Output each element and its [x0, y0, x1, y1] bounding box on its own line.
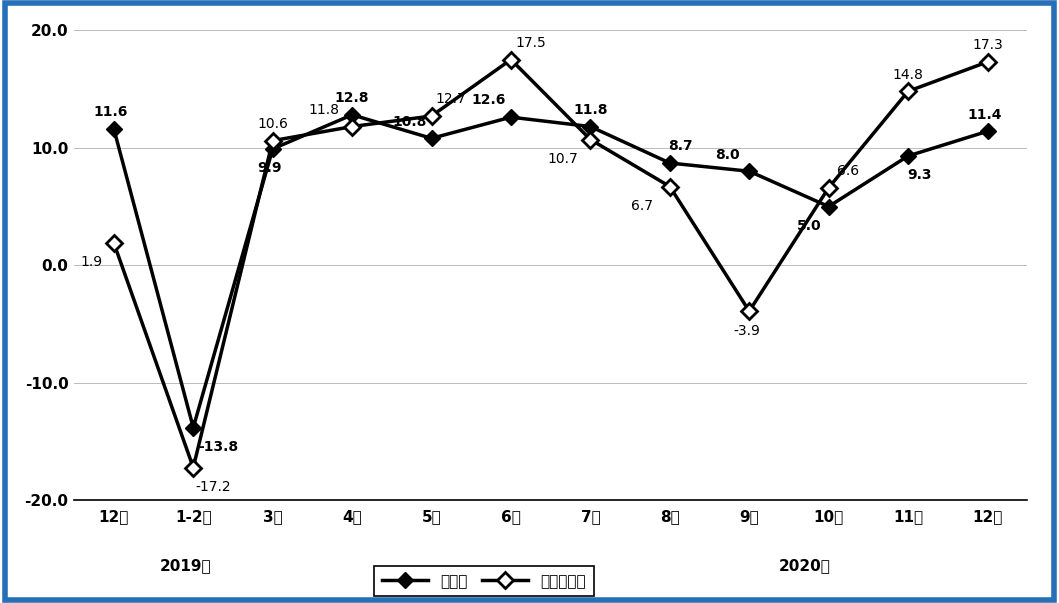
Text: 6.7: 6.7 [631, 199, 653, 213]
Text: 12.7: 12.7 [435, 92, 466, 106]
Text: 11.4: 11.4 [968, 107, 1002, 122]
Text: 5.0: 5.0 [797, 219, 822, 233]
Text: -3.9: -3.9 [733, 324, 760, 338]
Text: 10.7: 10.7 [548, 152, 578, 166]
Text: -13.8: -13.8 [198, 440, 238, 454]
Text: 12.8: 12.8 [335, 91, 370, 105]
Text: 2019年: 2019年 [160, 558, 211, 573]
Text: 9.3: 9.3 [907, 168, 932, 183]
Text: 17.3: 17.3 [972, 38, 1003, 52]
Text: 11.8: 11.8 [309, 103, 340, 117]
Legend: 增加值, 出口交货值: 增加值, 出口交货值 [374, 566, 594, 596]
Text: 11.8: 11.8 [573, 103, 608, 117]
Text: 6.6: 6.6 [837, 164, 859, 178]
Text: 8.0: 8.0 [715, 148, 739, 162]
Text: 2020年: 2020年 [779, 558, 830, 573]
Text: 10.8: 10.8 [392, 115, 427, 128]
Text: 8.7: 8.7 [668, 139, 694, 153]
Text: -17.2: -17.2 [195, 480, 231, 494]
Text: 9.9: 9.9 [257, 162, 282, 175]
Text: 14.8: 14.8 [893, 68, 923, 81]
Text: 11.6: 11.6 [94, 106, 128, 119]
Text: 10.6: 10.6 [257, 117, 288, 131]
Text: 12.6: 12.6 [471, 93, 506, 107]
Text: 1.9: 1.9 [80, 256, 103, 270]
Text: 17.5: 17.5 [515, 36, 545, 50]
